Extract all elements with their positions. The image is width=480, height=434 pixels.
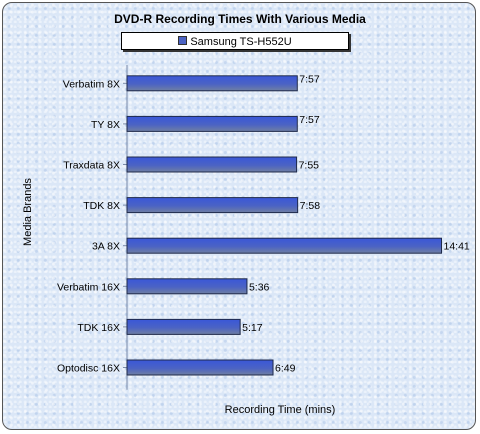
category-label: Verbatim 8X — [63, 78, 120, 90]
category-label: TDK 16X — [77, 322, 120, 334]
category-label: TY 8X — [91, 119, 120, 131]
data-label: 7:55 — [299, 160, 320, 172]
chart-title: DVD-R Recording Times With Various Media — [114, 12, 366, 26]
bar — [126, 156, 298, 173]
category-label: TDK 8X — [83, 200, 120, 212]
bar — [126, 359, 274, 376]
data-label: 5:17 — [242, 322, 263, 334]
bar — [126, 318, 241, 335]
data-label: 7:57 — [299, 73, 320, 85]
legend-swatch — [178, 36, 188, 45]
bar — [126, 75, 298, 92]
x-axis-label: Recording Time (mins) — [224, 404, 336, 416]
data-label: 6:49 — [275, 363, 296, 375]
data-label: 5:36 — [249, 281, 270, 293]
bar — [126, 197, 299, 214]
category-label: 3A 8X — [92, 241, 120, 253]
chart-frame — [2, 2, 476, 430]
category-label: Verbatim 16X — [57, 281, 120, 293]
category-label: Traxdata 8X — [63, 160, 120, 172]
data-label: 7:58 — [300, 200, 321, 212]
legend-label: Samsung TS-H552U — [190, 36, 292, 48]
data-label: 7:57 — [299, 114, 320, 126]
bar — [126, 115, 298, 132]
bar — [126, 278, 248, 295]
bar — [126, 237, 443, 254]
category-label: Optodisc 16X — [57, 363, 120, 375]
legend: Samsung TS-H552U — [121, 32, 349, 50]
data-label: 14:41 — [444, 241, 470, 253]
